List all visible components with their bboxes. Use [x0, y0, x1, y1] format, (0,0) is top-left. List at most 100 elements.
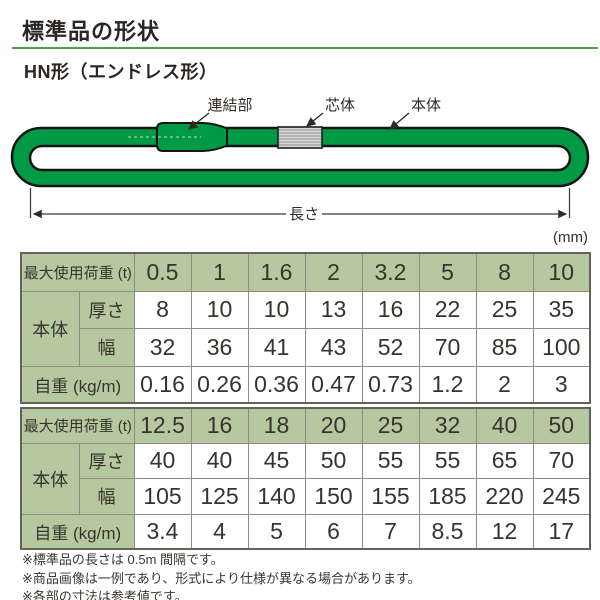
capacity-value: 1	[190, 252, 249, 292]
capacity-value: 18	[247, 407, 306, 444]
width-header: 幅	[78, 477, 135, 515]
thickness-header: 厚さ	[78, 290, 135, 329]
capacity-value: 0.5	[133, 252, 192, 292]
title-underline	[12, 47, 598, 49]
weight-value: 5	[247, 513, 306, 550]
width-value: 105	[133, 477, 192, 515]
width-value: 150	[304, 477, 363, 515]
width-value: 41	[247, 327, 306, 367]
connector-label: 連結部	[207, 97, 252, 114]
section-title: HN形（エンドレス形）	[24, 62, 218, 82]
weight-header: 自重 (kg/m)	[20, 365, 135, 404]
length-label: 長さ	[289, 206, 319, 223]
capacity-value: 1.6	[247, 252, 306, 292]
width-value: 85	[475, 327, 534, 367]
thickness-value: 10	[247, 290, 306, 329]
core-label: 芯体	[325, 97, 355, 114]
thickness-row: 本体 厚さ 40 40 45 50 55 55 65 70	[20, 442, 591, 515]
body-label: 本体	[411, 97, 441, 114]
width-header: 幅	[78, 327, 135, 367]
thickness-value: 16	[361, 290, 420, 329]
width-value: 140	[247, 477, 306, 515]
weight-value: 1.2	[418, 365, 477, 404]
thickness-value: 40	[190, 442, 249, 479]
width-value: 36	[190, 327, 249, 367]
capacity-value: 5	[418, 252, 477, 292]
unit-label: (mm)	[553, 229, 588, 246]
weight-row: 自重 (kg/m) 3.4 4 5 6 7 8.5 12 17	[20, 513, 591, 550]
thickness-value: 70	[532, 442, 591, 479]
capacity-value: 40	[475, 407, 534, 444]
sling-diagram: 連結部 芯体 本体 長さ	[10, 97, 590, 223]
thickness-value: 8	[133, 290, 192, 329]
width-value: 185	[418, 477, 477, 515]
width-value: 70	[418, 327, 477, 367]
page-title: 標準品の形状	[22, 19, 161, 44]
weight-value: 8.5	[418, 513, 477, 550]
capacity-value: 3.2	[361, 252, 420, 292]
weight-row: 自重 (kg/m) 0.16 0.26 0.36 0.47 0.73 1.2 2…	[20, 365, 591, 404]
weight-header: 自重 (kg/m)	[20, 513, 135, 550]
capacity-row: 最大使用荷重 (t) 12.5 16 18 20 25 32 40 50	[20, 407, 591, 444]
body-header: 本体	[20, 290, 80, 367]
footnotes: ※標準品の長さは 0.5m 間隔です。 ※商品画像は一例であり、形式により仕様が…	[22, 551, 421, 600]
spec-table-small: 最大使用荷重 (t) 0.5 1 1.6 2 3.2 5 8 10 本体 厚さ …	[20, 252, 591, 404]
thickness-value: 55	[418, 442, 477, 479]
thickness-value: 45	[247, 442, 306, 479]
capacity-value: 2	[304, 252, 363, 292]
capacity-header: 最大使用荷重 (t)	[20, 407, 135, 444]
footnote-line: ※商品画像は一例であり、形式により仕様が異なる場合があります。	[22, 570, 421, 586]
connector-arrow	[187, 112, 210, 130]
width-value: 52	[361, 327, 420, 367]
thickness-value: 22	[418, 290, 477, 329]
width-value: 125	[190, 477, 249, 515]
body-arrow	[389, 112, 410, 130]
weight-value: 3	[532, 365, 591, 404]
thickness-value: 25	[475, 290, 534, 329]
capacity-value: 20	[304, 407, 363, 444]
thickness-value: 10	[190, 290, 249, 329]
thickness-header: 厚さ	[78, 442, 135, 479]
width-value: 245	[532, 477, 591, 515]
thickness-value: 13	[304, 290, 363, 329]
width-value: 43	[304, 327, 363, 367]
capacity-header: 最大使用荷重 (t)	[20, 252, 135, 292]
weight-value: 2	[475, 365, 534, 404]
thickness-value: 65	[475, 442, 534, 479]
body-header: 本体	[20, 442, 80, 515]
connector-section	[128, 122, 228, 152]
sling-inner-hole	[28, 144, 572, 172]
footnote-line: ※各部の寸法は参考値です。	[22, 589, 188, 600]
weight-value: 12	[475, 513, 534, 550]
weight-value: 3.4	[133, 513, 192, 550]
thickness-value: 40	[133, 442, 192, 479]
width-value: 220	[475, 477, 534, 515]
weight-value: 4	[190, 513, 249, 550]
footnote-line: ※標準品の長さは 0.5m 間隔です。	[22, 552, 224, 567]
width-value: 100	[532, 327, 591, 367]
width-row: 幅 32 36 41 43 52 70 85 100	[21, 327, 591, 367]
capacity-row: 最大使用荷重 (t) 0.5 1 1.6 2 3.2 5 8 10	[20, 252, 591, 292]
thickness-value: 50	[304, 442, 363, 479]
thickness-value: 35	[532, 290, 591, 329]
weight-value: 0.36	[247, 365, 306, 404]
capacity-value: 8	[475, 252, 534, 292]
capacity-value: 16	[190, 407, 249, 444]
weight-value: 17	[532, 513, 591, 550]
capacity-value: 32	[418, 407, 477, 444]
spec-table-large: 最大使用荷重 (t) 12.5 16 18 20 25 32 40 50 本体 …	[20, 407, 591, 550]
thickness-row: 本体 厚さ 8 10 10 13 16 22 25 35	[20, 290, 591, 367]
capacity-value: 12.5	[133, 407, 192, 444]
capacity-value: 10	[532, 252, 591, 292]
core-arrow	[305, 112, 324, 127]
weight-value: 0.47	[304, 365, 363, 404]
weight-value: 7	[361, 513, 420, 550]
capacity-value: 50	[532, 407, 591, 444]
core-section	[277, 126, 323, 149]
weight-value: 6	[304, 513, 363, 550]
width-row: 幅 105 125 140 150 155 185 220 245	[21, 477, 591, 515]
length-dimension	[29, 188, 571, 219]
thickness-value: 55	[361, 442, 420, 479]
width-value: 32	[133, 327, 192, 367]
weight-value: 0.16	[133, 365, 192, 404]
